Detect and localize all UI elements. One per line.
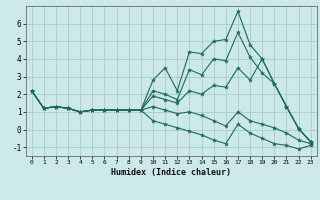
X-axis label: Humidex (Indice chaleur): Humidex (Indice chaleur): [111, 168, 231, 177]
